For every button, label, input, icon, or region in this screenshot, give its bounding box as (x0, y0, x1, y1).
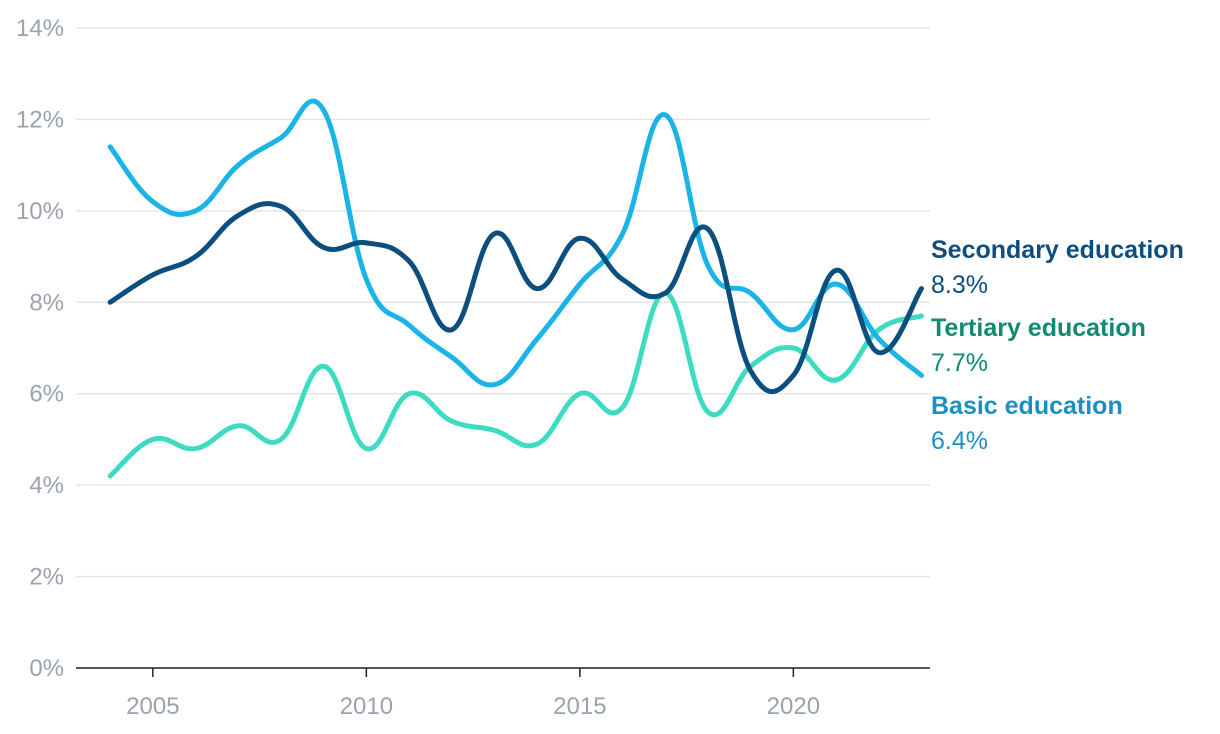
y-tick-label: 8% (29, 289, 64, 316)
x-tick-label: 2010 (340, 693, 393, 720)
end-label-value-basic-education: 6.4% (931, 427, 988, 455)
series-line-basic-education (107, 98, 924, 388)
y-axis-ticks: 0% 2% 4% 6% 8% 10% 12% 14% (16, 15, 64, 682)
y-tick-label: 4% (29, 472, 64, 499)
x-axis-ticks: 2005 2010 2015 2020 (126, 668, 820, 720)
y-tick-label: 12% (16, 106, 64, 133)
series-lines (107, 98, 924, 479)
end-labels: Basic education 6.4% Secondary education 8.… (931, 236, 1184, 455)
end-label-name-tertiary-education: Tertiary education (931, 314, 1146, 342)
x-tick-label: 2020 (767, 693, 820, 720)
y-tick-label: 10% (16, 198, 64, 225)
series-line-secondary-education (107, 201, 924, 394)
end-label-value-tertiary-education: 7.7% (931, 349, 988, 377)
series-line-tertiary-education (107, 290, 924, 479)
end-label-name-secondary-education: Secondary education (931, 236, 1184, 264)
y-tick-label: 6% (29, 381, 64, 408)
y-tick-label: 14% (16, 15, 64, 42)
y-tick-label: 0% (29, 655, 64, 682)
gridlines (76, 27, 930, 578)
x-tick-label: 2015 (553, 693, 606, 720)
x-tick-label: 2005 (126, 693, 179, 720)
end-label-value-secondary-education: 8.3% (931, 271, 988, 299)
end-label-name-basic-education: Basic education (931, 392, 1123, 420)
y-tick-label: 2% (29, 564, 64, 591)
